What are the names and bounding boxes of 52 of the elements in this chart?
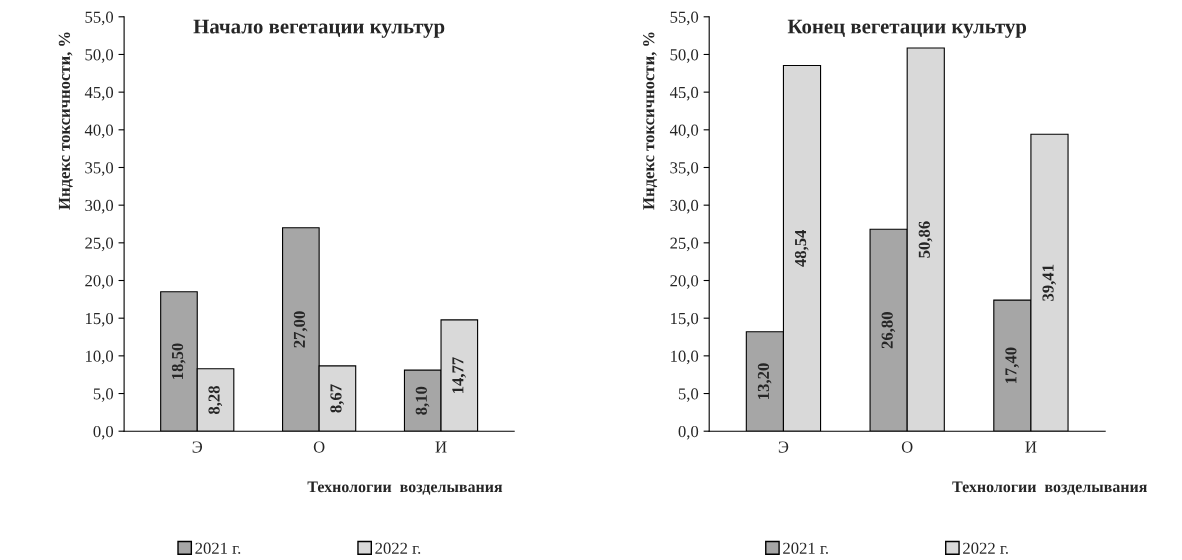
y-tick-label: 5,0 [678, 388, 699, 402]
x-axis-title: Технологии возделывания [307, 481, 503, 495]
legend-label: 2021 г. [195, 542, 241, 554]
chart-title: Конец вегетации культур [787, 19, 1027, 38]
y-tick-label: 40,0 [84, 124, 114, 139]
x-tick-label: О [313, 441, 325, 453]
y-axis-title: Индекс токсичности, % [58, 32, 73, 210]
legend-label: 2022 г. [963, 542, 1008, 554]
x-tick-label: О [901, 441, 913, 453]
y-tick-label: 35,0 [670, 162, 699, 176]
y-tick-label: 0,0 [678, 425, 699, 440]
y-tick-label: 55,0 [670, 11, 699, 26]
y-axis-title: Индекс токсичности, % [643, 32, 658, 210]
y-tick-label: 25,0 [85, 237, 114, 252]
data-label: 39,41 [1042, 264, 1057, 301]
y-tick-label: 50,0 [670, 49, 699, 63]
x-tick-label: Э [192, 441, 203, 453]
legend-label: 2021 г. [783, 542, 828, 554]
x-tick-label: И [1025, 441, 1037, 453]
chart-title: Начало вегетации культур [193, 19, 445, 38]
data-label: 27,00 [293, 311, 308, 348]
x-axis-title: Технологии возделывания [952, 481, 1147, 495]
data-label: 17,40 [1005, 347, 1019, 384]
y-tick-label: 50,0 [85, 49, 114, 63]
data-label: 8,67 [330, 384, 345, 413]
y-tick-label: 40,0 [669, 124, 699, 139]
y-tick-label: 30,0 [670, 199, 699, 214]
y-tick-label: 20,0 [670, 275, 699, 289]
data-label: 14,77 [452, 357, 466, 393]
x-tick-label: Э [778, 441, 789, 453]
data-label: 13,20 [757, 363, 772, 399]
data-label: 8,10 [415, 386, 430, 415]
data-label: 50,86 [918, 221, 933, 258]
y-tick-label: 15,0 [85, 312, 114, 327]
y-tick-label: 30,0 [85, 199, 114, 214]
y-tick-label: 10,0 [671, 350, 699, 365]
legend-label: 2022 г. [375, 542, 421, 554]
y-tick-label: 15,0 [671, 312, 699, 327]
y-tick-label: 55,0 [85, 11, 114, 26]
y-tick-label: 35,0 [85, 162, 114, 176]
y-tick-label: 45,0 [84, 86, 114, 101]
y-tick-label: 45,0 [669, 86, 699, 101]
y-tick-label: 5,0 [93, 388, 114, 402]
data-label: 8,28 [208, 385, 223, 415]
y-tick-label: 0,0 [93, 425, 114, 440]
data-label: 26,80 [881, 312, 896, 349]
data-label: 48,54 [794, 229, 809, 267]
y-tick-label: 20,0 [85, 275, 114, 289]
y-tick-label: 10,0 [85, 350, 114, 365]
y-tick-label: 25,0 [670, 237, 699, 252]
x-tick-label: И [435, 441, 447, 453]
data-label: 18,50 [171, 343, 186, 379]
